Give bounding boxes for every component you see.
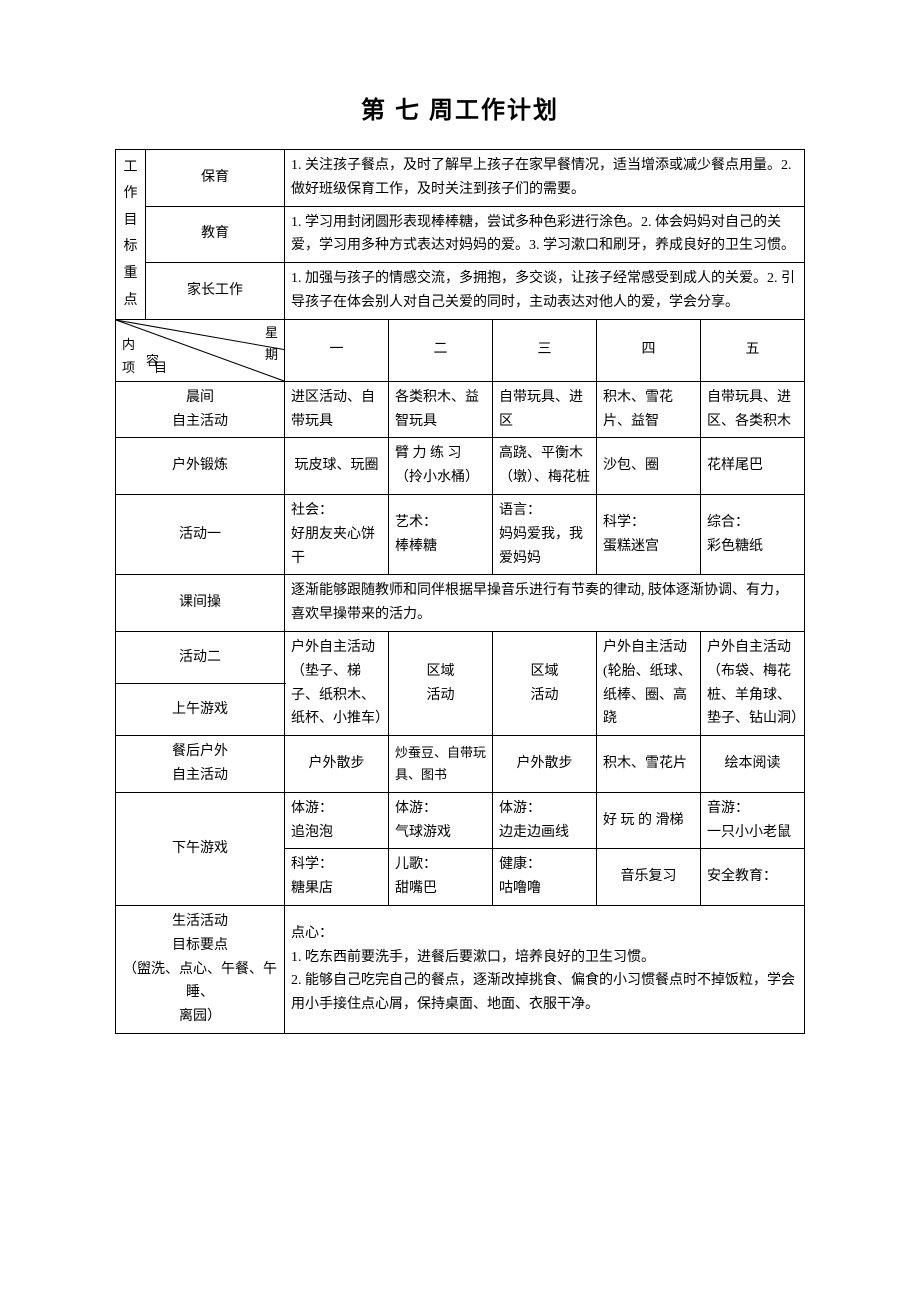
- row-aftermeal-label: 餐后户外自主活动: [116, 736, 285, 793]
- pm2-3: 健康：咕噜噜: [493, 849, 597, 906]
- aftermeal-4: 积木、雪花片: [597, 736, 701, 793]
- focus-cat-0: 保育: [146, 150, 285, 207]
- pm1-3: 体游：边走边画线: [493, 792, 597, 849]
- aftermeal-2: 炒蚕豆、自带玩具、图书: [389, 736, 493, 793]
- act2-col2: 区域活动: [389, 631, 493, 735]
- day-3: 三: [493, 319, 597, 381]
- outdoor-2: 臂 力 练 习（拎小水桶）: [389, 438, 493, 495]
- act1-5: 综合：彩色糖纸: [701, 494, 805, 574]
- act1-4: 科学：蛋糕迷宫: [597, 494, 701, 574]
- page-title: 第 七 周工作计划: [115, 90, 805, 125]
- pm2-1: 科学：糖果店: [285, 849, 389, 906]
- act1-2: 艺术：棒棒糖: [389, 494, 493, 574]
- row-amgame-label: 上午游戏: [116, 684, 285, 736]
- outdoor-5: 花样尾巴: [701, 438, 805, 495]
- row-outdoor-label: 户外锻炼: [116, 438, 285, 495]
- pm1-5: 音游：一只小小老鼠: [701, 792, 805, 849]
- row-morning-label: 晨间自主活动: [116, 381, 285, 438]
- pm1-2: 体游：气球游戏: [389, 792, 493, 849]
- act1-3: 语言：妈妈爱我，我爱妈妈: [493, 494, 597, 574]
- diag-item: 项: [122, 357, 135, 379]
- aftermeal-5: 绘本阅读: [701, 736, 805, 793]
- act1-1: 社会：好朋友夹心饼干: [285, 494, 389, 574]
- focus-cat-1: 教育: [146, 206, 285, 263]
- act2-col4: 户外自主活动(轮胎、纸球、纸棒、圈、高跷: [597, 631, 701, 735]
- weekly-plan-table: 工作目标重点 保育 1. 关注孩子餐点，及时了解早上孩子在家早餐情况，适当增添或…: [115, 149, 805, 1034]
- pm1-1: 体游：追泡泡: [285, 792, 389, 849]
- diag-item2: 目: [154, 357, 167, 379]
- pm2-4: 音乐复习: [597, 849, 701, 906]
- act2-col1: 户外自主活动（垫子、梯子、纸积木、纸杯、小推车）: [285, 631, 389, 735]
- focus-content-0: 1. 关注孩子餐点，及时了解早上孩子在家早餐情况，适当增添或减少餐点用量。2. …: [285, 150, 805, 207]
- life-content: 点心：1. 吃东西前要洗手，进餐后要漱口，培养良好的卫生习惯。2. 能够自己吃完…: [285, 905, 805, 1033]
- morning-1: 进区活动、自带玩具: [285, 381, 389, 438]
- day-4: 四: [597, 319, 701, 381]
- outdoor-1: 玩皮球、玩圈: [285, 438, 389, 495]
- focus-content-2: 1. 加强与孩子的情感交流，多拥抱，多交谈，让孩子经常感受到成人的关爱。2. 引…: [285, 263, 805, 320]
- row-pmgame-label: 下午游戏: [116, 792, 285, 905]
- diag-week: 星期: [265, 322, 278, 366]
- act2-col3: 区域活动: [493, 631, 597, 735]
- row-life-label: 生活活动目标要点（盥洗、点心、午餐、午睡、离园）: [116, 905, 285, 1033]
- focus-content-1: 1. 学习用封闭圆形表现棒棒糖，尝试多种色彩进行涂色。2. 体会妈妈对自己的关爱…: [285, 206, 805, 263]
- row-act2-label: 活动二: [116, 631, 285, 683]
- diag-header: 内 容 星期 项 目: [116, 319, 285, 381]
- aftermeal-1: 户外散步: [285, 736, 389, 793]
- morning-4: 积木、雪花片、益智: [597, 381, 701, 438]
- morning-3: 自带玩具、进区: [493, 381, 597, 438]
- morning-2: 各类积木、益智玩具: [389, 381, 493, 438]
- outdoor-3: 高跷、平衡木（墩）、梅花桩: [493, 438, 597, 495]
- row-act1-label: 活动一: [116, 494, 285, 574]
- recess-content: 逐渐能够跟随教师和同伴根据早操音乐进行有节奏的律动, 肢体逐渐协调、有力，喜欢早…: [285, 575, 805, 632]
- act2-col5: 户外自主活动（布袋、梅花桩、羊角球、垫子、钻山洞）: [701, 631, 805, 735]
- aftermeal-3: 户外散步: [493, 736, 597, 793]
- focus-label: 工作目标重点: [116, 150, 146, 320]
- day-1: 一: [285, 319, 389, 381]
- pm2-5: 安全教育：: [701, 849, 805, 906]
- pm1-4: 好 玩 的 滑梯: [597, 792, 701, 849]
- focus-cat-2: 家长工作: [146, 263, 285, 320]
- day-2: 二: [389, 319, 493, 381]
- pm2-2: 儿歌：甜嘴巴: [389, 849, 493, 906]
- morning-5: 自带玩具、进区、各类积木: [701, 381, 805, 438]
- outdoor-4: 沙包、圈: [597, 438, 701, 495]
- day-5: 五: [701, 319, 805, 381]
- diag-inner: 内: [122, 334, 135, 356]
- row-recess-label: 课间操: [116, 575, 285, 632]
